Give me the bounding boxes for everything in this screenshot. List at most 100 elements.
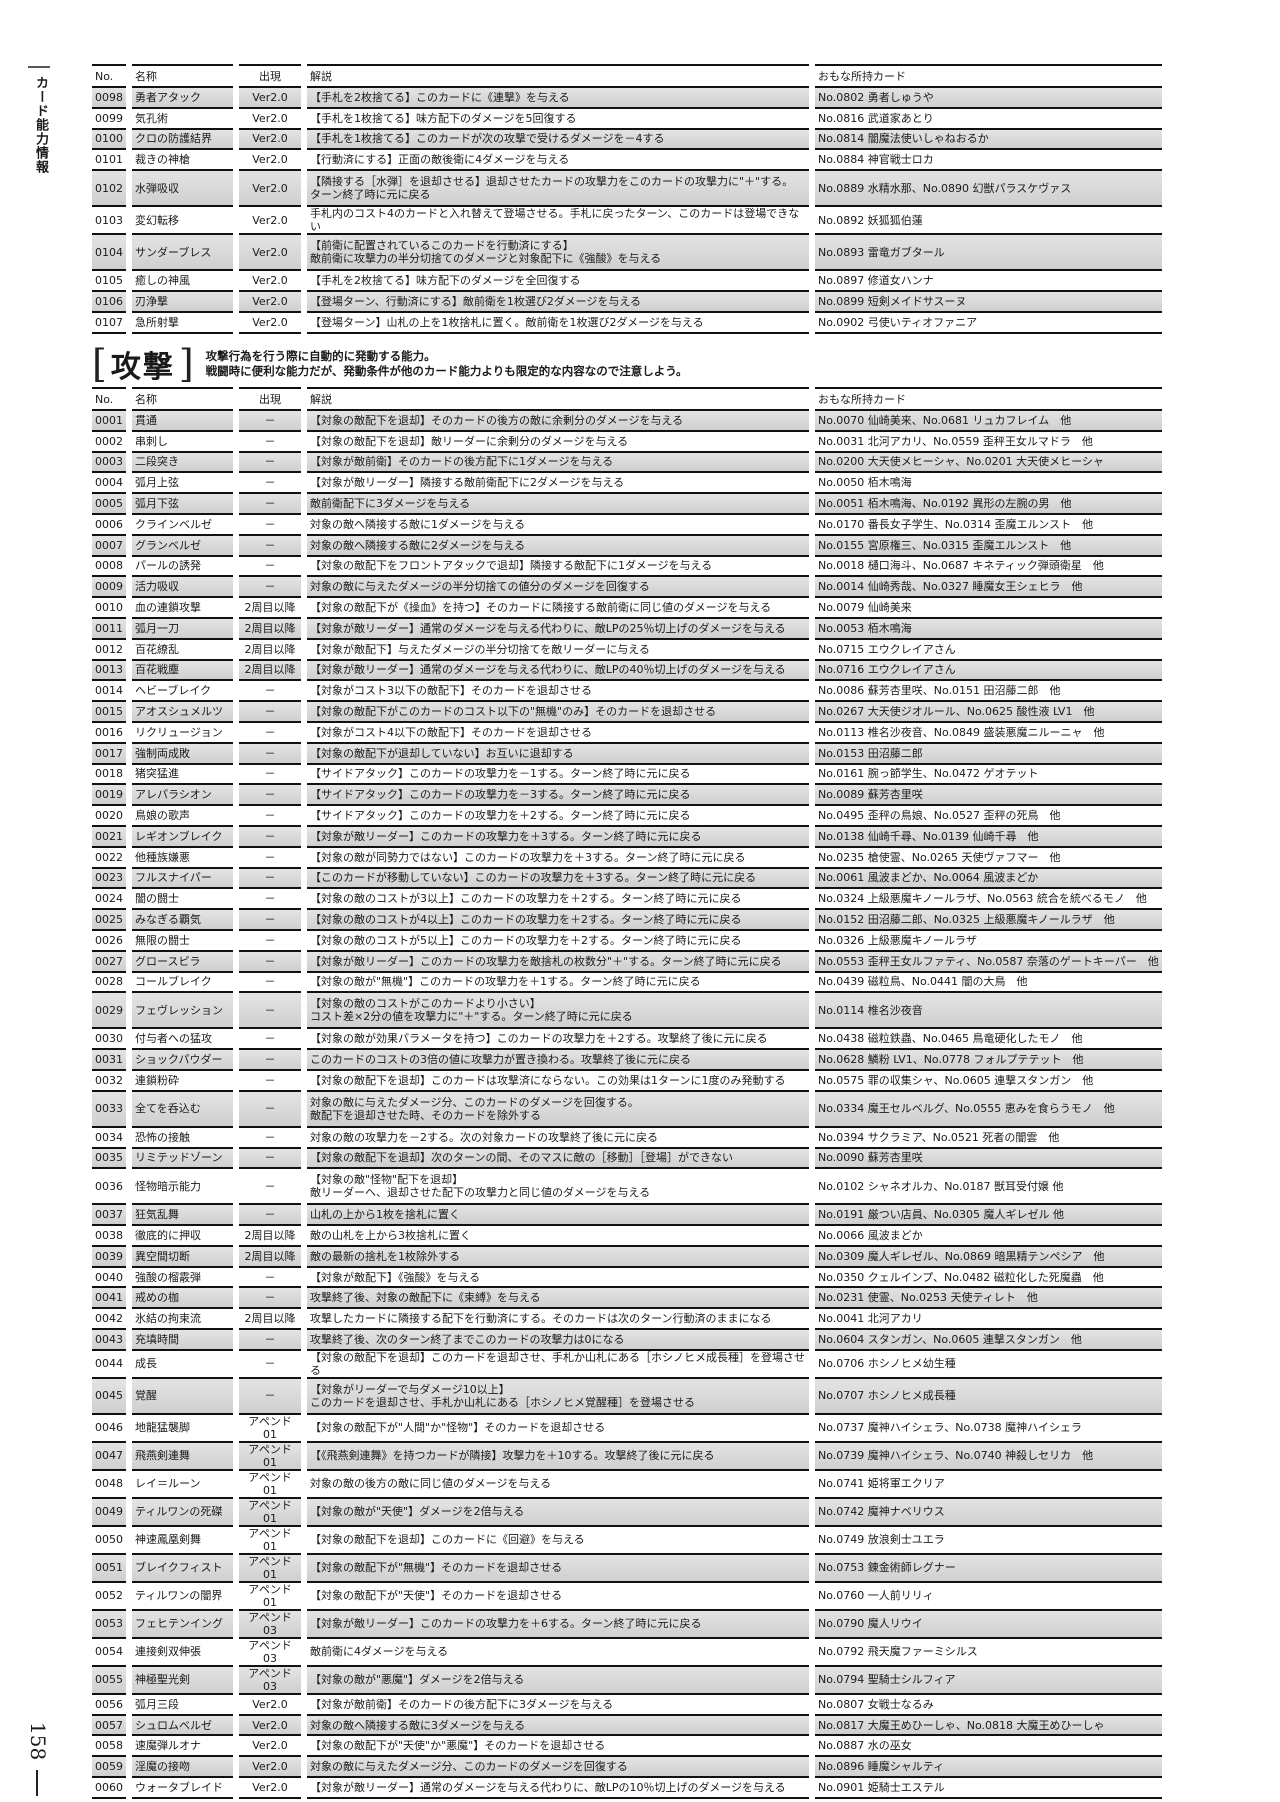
cell-name: ヘビーブレイク (132, 679, 233, 700)
cell-appear: Ver2.0 (239, 1734, 301, 1755)
cell-appear: － (239, 908, 301, 929)
cell-name: みなぎる覇気 (132, 908, 233, 929)
cell-no: 0007 (92, 533, 126, 555)
table-row: 0042 氷結の拘束流 2周目以降 攻撃したカードに隣接する配下を行動済にする。そのカ… (92, 1307, 1162, 1328)
table-row: 0003 二段突き － 【対象が敵前衛】そのカードの後方配下に1ダメージを与える No.… (92, 450, 1162, 472)
cell-desc: 【対象の敵が"悪魔"】ダメージを2倍与える (307, 1664, 809, 1693)
table-row: 0010 血の連鎖攻撃 2周目以降 【対象の敵配下が《操血》を持つ】そのカードに隣接す… (92, 596, 1162, 617)
cell-desc: 攻撃したカードに隣接する配下を行動済にする。そのカードは次のターン行動済のままに… (307, 1307, 809, 1328)
table-row: 0015 アオスシュメルツ － 【対象の敵配下がこのカードのコスト以下の"無機"のみ】… (92, 700, 1162, 721)
section-desc-line: 戦闘時に便利な能力だが、発動条件が他のカード能力よりも限定的な内容なので注意しよ… (205, 364, 688, 378)
cell-cards: No.0753 錬金術師レグナー (815, 1552, 1162, 1581)
cell-appear: － (239, 1048, 301, 1069)
section-description: 攻撃行為を行う際に自動的に発動する能力。 戦闘時に便利な能力だが、発動条件が他の… (206, 349, 688, 379)
table-row: 0007 グランベルゼ － 対象の敵へ隣接する敵に2ダメージを与える No.0155 宮… (92, 533, 1162, 555)
cell-cards: No.0014 仙崎秀哉、No.0327 睡魔女王シェヒラ 他 (815, 575, 1162, 597)
cell-no: 0058 (92, 1734, 126, 1755)
table-row: 0022 他種族嫌悪 － 【対象の敵が同勢力ではない】このカードの攻撃力を＋3する。タ… (92, 845, 1162, 867)
cell-appear: － (239, 492, 301, 513)
cell-cards: No.0896 睡魔シャルティ (815, 1755, 1162, 1777)
table-row: 0104 サンダーブレス Ver2.0 【前衛に配置されているこのカードを行動済にする… (92, 233, 1162, 270)
cell-cards: No.0802 勇者しゅうや (815, 86, 1162, 107)
table-row: 0044 成長－【対象の敵配下を退却】このカードを退却させ、手札か山札にある［ホシ… (92, 1348, 1162, 1377)
cell-cards: No.0061 風波まどか、No.0064 風波まどか (815, 866, 1162, 888)
cell-name: 地龍猛襲脚 (132, 1412, 233, 1441)
cell-cards: No.0889 水精水那、No.0890 幻獣パラスケヴァス (815, 169, 1162, 206)
cell-name: クラインベルゼ (132, 512, 233, 534)
cell-cards: No.0018 樋口海斗、No.0687 キネティック弾頭衛星 他 (815, 554, 1162, 576)
cell-desc: 【対象がリーダーで与ダメージ10以上】 このカードを退却させ、手札か山札にある［… (307, 1376, 809, 1413)
cell-cards: No.0041 北河アカリ (815, 1307, 1162, 1328)
cell-desc: 【手札を2枚捨てる】味方配下のダメージを全回復する (307, 269, 809, 290)
table-row: 0024 闇の闘士 － 【対象の敵のコストが3以上】このカードの攻撃力を＋2する。ター… (92, 887, 1162, 908)
cell-no: 0048 (92, 1468, 126, 1497)
cell-name: ショックパウダー (132, 1048, 233, 1069)
cell-appear: Ver2.0 (239, 169, 301, 206)
cell-name: 無限の闘士 (132, 928, 233, 950)
cell-no: 0011 (92, 616, 126, 638)
column-header-desc: 解説 (307, 64, 809, 86)
cell-appear: Ver2.0 (239, 1713, 301, 1735)
chapter-side-label: カード能力情報 (28, 66, 50, 174)
cell-no: 0027 (92, 949, 126, 971)
table-row: 0100 クロの防護結界 Ver2.0 【手札を1枚捨てる】このカードが次の攻撃で受け… (92, 127, 1162, 149)
cell-no: 0101 (92, 148, 126, 169)
table-row: 0043 充填時間 － 攻撃終了後、次のターン終了までこのカードの攻撃力は0になる No… (92, 1328, 1162, 1349)
cell-appear: － (239, 804, 301, 825)
column-header-cards: おもな所持カード (815, 387, 1162, 409)
cell-appear: － (239, 824, 301, 846)
cell-cards: No.0739 魔神ハイシェラ、No.0740 神殺しセリカ 他 (815, 1440, 1162, 1469)
cell-name: 強酸の榴霰弾 (132, 1265, 233, 1287)
table-row: 0045 覚醒－【対象がリーダーで与ダメージ10以上】 このカードを退却させ、手札… (92, 1376, 1162, 1413)
cell-no: 0055 (92, 1664, 126, 1693)
column-header-name: 名称 (132, 64, 233, 86)
cell-no: 0003 (92, 450, 126, 472)
cell-desc: 【対象の敵が"無機"】このカードの攻撃力を＋1する。ターン終了時に元に戻る (307, 970, 809, 992)
page-number-rule (36, 1770, 38, 1796)
table-row: 0033 全てを呑込む－対象の敵に与えたダメージ分、このカードのダメージを回復する… (92, 1089, 1162, 1126)
section-header-attack: [ 攻撃 ] 攻撃行為を行う際に自動的に発動する能力。 戦闘時に便利な能力だが、… (88, 342, 688, 386)
cell-name: 急所射撃 (132, 310, 233, 334)
cell-appear: Ver2.0 (239, 148, 301, 169)
cell-name: 弧月一刀 (132, 616, 233, 638)
cell-desc: 【手札を1枚捨てる】このカードが次の攻撃で受けるダメージを－4する (307, 127, 809, 149)
cell-appear: Ver2.0 (239, 86, 301, 107)
cell-appear: － (239, 991, 301, 1028)
column-header-appear: 出現 (239, 64, 301, 86)
cell-no: 0047 (92, 1440, 126, 1469)
cell-cards: No.0604 スタンガン、No.0605 連撃スタンガン 他 (815, 1328, 1162, 1349)
cell-no: 0013 (92, 658, 126, 680)
cell-no: 0060 (92, 1776, 126, 1799)
table-body: No. 名称 出現 解説 おもな所持カード 0001 貫通 － 【対象の敵配下を退却】そのカード… (92, 387, 1162, 1799)
table-row: 0016 リクリュージョン － 【対象がコスト4以下の敵配下】そのカードを退却させる N… (92, 720, 1162, 742)
table-row: 0054 連接剣双伸張 アペンド03 敵前衛に4ダメージを与える No.0792 飛天魔… (92, 1636, 1162, 1665)
cell-desc: 【対象が敵前衛】そのカードの後方配下に1ダメージを与える (307, 450, 809, 472)
cell-desc: 【手札を1枚捨てる】味方配下のダメージを5回復する (307, 106, 809, 128)
cell-appear: － (239, 1167, 301, 1203)
table-row: 0046 地龍猛襲脚 アペンド01 【対象の敵配下が"人間"か"怪物"】そのカードを退… (92, 1412, 1162, 1441)
table-row: 0040 強酸の榴霰弾 － 【対象が敵配下】《強酸》を与える No.0350 クェルイン… (92, 1265, 1162, 1287)
cell-desc: 【対象が敵配下】与えたダメージの半分切捨てを敵リーダーに与える (307, 637, 809, 659)
cell-desc: 【対象の敵"怪物"配下を退却】 敵リーダーへ、退却させた配下の攻撃力と同じ値のダ… (307, 1167, 809, 1203)
cell-cards: No.0031 北河アカリ、No.0559 歪秤王女ルマドラ 他 (815, 429, 1162, 451)
column-header-cards: おもな所持カード (815, 64, 1162, 86)
cell-name: 弧月上弦 (132, 471, 233, 492)
cell-no: 0029 (92, 991, 126, 1028)
cell-desc: 【手札を2枚捨てる】このカードに《連撃》を与える (307, 86, 809, 107)
cell-appear: － (239, 1203, 301, 1225)
table-row: 0107 急所射撃 Ver2.0 【登場ターン】山札の上を1枚捨札に置く。敵前衛を1枚… (92, 310, 1162, 334)
cell-appear: － (239, 409, 301, 430)
cell-name: 活力吸収 (132, 575, 233, 597)
cell-name: 勇者アタック (132, 86, 233, 107)
cell-name: 百花戦塵 (132, 658, 233, 680)
cell-cards: No.0742 魔神ナベリウス (815, 1496, 1162, 1525)
cell-no: 0057 (92, 1713, 126, 1735)
cell-name: フルスナイパー (132, 866, 233, 888)
cell-desc: 対象の敵へ隣接する敵に1ダメージを与える (307, 512, 809, 534)
table-row: 0017 強制両成敗 － 【対象の敵配下が退却していない】お互いに退却する No.015… (92, 741, 1162, 763)
cell-cards: No.0899 短剣メイドサスーヌ (815, 289, 1162, 311)
cell-name: 鳥娘の歌声 (132, 804, 233, 825)
cell-desc: 【前衛に配置されているこのカードを行動済にする】 敵前衛に攻撃力の半分切捨てのダ… (307, 233, 809, 270)
cell-cards: No.0792 飛天魔ファーミシルス (815, 1636, 1162, 1665)
cell-no: 0098 (92, 86, 126, 107)
